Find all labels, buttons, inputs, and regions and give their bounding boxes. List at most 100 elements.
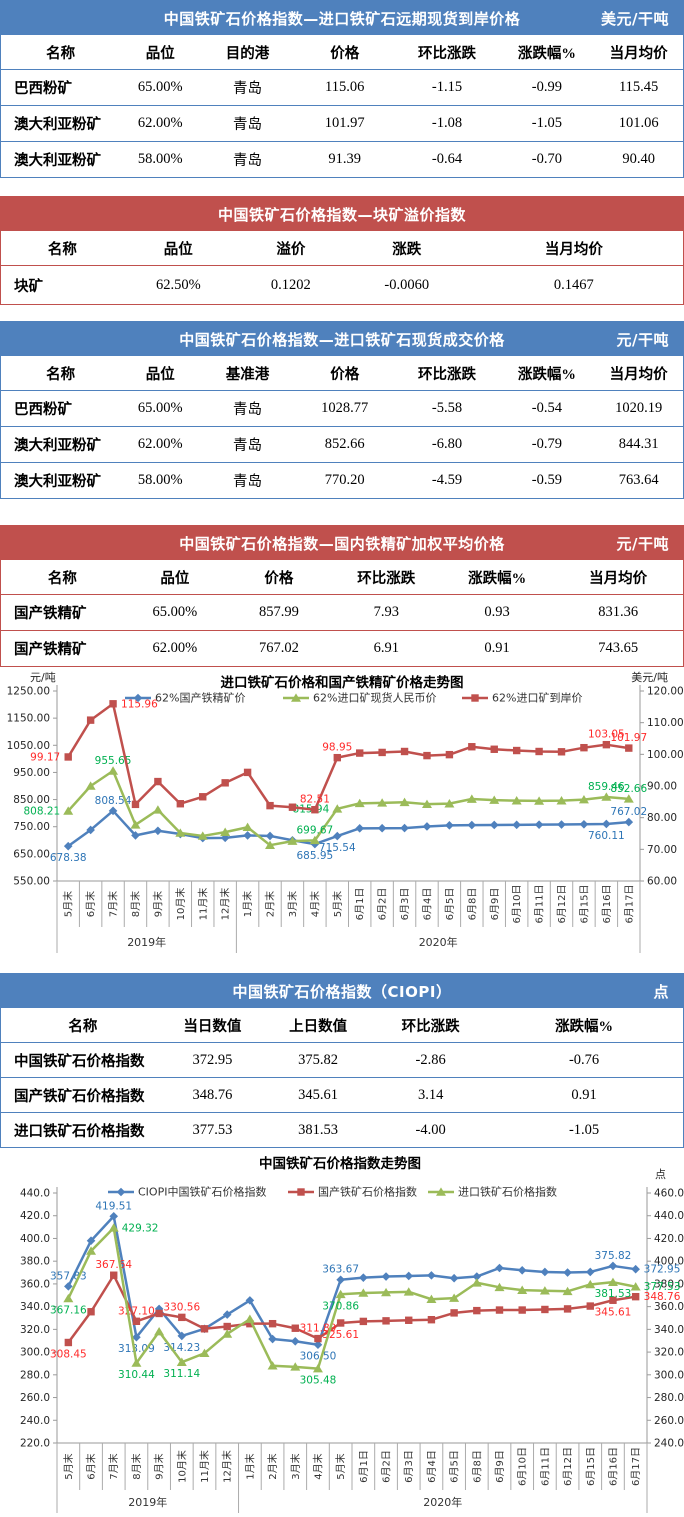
table-cell: 青岛 bbox=[233, 117, 263, 133]
triangle-marker bbox=[517, 1285, 528, 1294]
category-label: 6月11日 bbox=[539, 1447, 551, 1486]
triangle-marker bbox=[403, 1287, 414, 1296]
diamond-marker bbox=[355, 824, 365, 833]
square-marker bbox=[450, 1309, 458, 1317]
svg-text:80.00: 80.00 bbox=[647, 812, 677, 824]
data-label: 678.38 bbox=[50, 852, 87, 864]
data-label: 370.86 bbox=[322, 1300, 359, 1312]
table-cell: 58.00% bbox=[137, 151, 183, 167]
category-label: 6月2日 bbox=[377, 888, 389, 921]
category-label: 2月末 bbox=[264, 891, 277, 917]
square-marker bbox=[473, 1306, 481, 1315]
table-cell: 91.39 bbox=[328, 151, 362, 167]
category-label: 6月9日 bbox=[489, 888, 501, 921]
square-marker bbox=[405, 1316, 413, 1324]
triangle-marker bbox=[265, 840, 276, 849]
square-marker bbox=[423, 751, 431, 760]
svg-text:320.0: 320.0 bbox=[20, 1324, 50, 1336]
svg-text:950.00: 950.00 bbox=[13, 767, 50, 779]
square-marker bbox=[266, 801, 274, 810]
category-label: 6月17日 bbox=[630, 1447, 642, 1486]
svg-text:美元/吨: 美元/吨 bbox=[631, 671, 668, 684]
svg-text:120.00: 120.00 bbox=[647, 686, 684, 698]
triangle-marker bbox=[242, 822, 253, 832]
diamond-marker bbox=[445, 821, 454, 830]
category-label: 6月8日 bbox=[471, 1450, 483, 1483]
table-cell: 0.93 bbox=[484, 604, 510, 620]
legend-label: 国产铁矿石价格指数 bbox=[318, 1185, 417, 1199]
svg-text:280.0: 280.0 bbox=[654, 1392, 684, 1404]
square-marker bbox=[359, 1317, 368, 1326]
row-name-cell: 块矿 bbox=[14, 278, 43, 295]
header-cell: 当月均价 bbox=[609, 366, 668, 383]
category-axis: 5月末 6月末 7月末 8月末 9月末 10月末 11月末 12月末 1月末 2月末 3月末 4月末 5… bbox=[56, 1443, 648, 1513]
category-label: 6月4日 bbox=[426, 1450, 438, 1483]
square-marker bbox=[580, 743, 588, 752]
category-label: 6月5日 bbox=[449, 1450, 461, 1483]
triangle-marker bbox=[287, 836, 298, 845]
triangle-marker bbox=[578, 794, 589, 804]
header-cell: 品位 bbox=[145, 366, 175, 383]
diamond-marker bbox=[381, 1272, 391, 1281]
table-row: 块矿 62.50% 0.1202 -0.0060 0.1467 bbox=[1, 265, 683, 304]
category-label: 8月末 bbox=[130, 1453, 143, 1479]
triangle-marker bbox=[197, 831, 208, 840]
triangle-marker bbox=[85, 781, 96, 790]
data-label: 375.82 bbox=[595, 1250, 632, 1262]
row-name-cell: 巴西粉矿 bbox=[14, 81, 72, 97]
diamond-marker bbox=[222, 1310, 232, 1319]
diamond-marker bbox=[332, 831, 342, 841]
square-marker bbox=[445, 750, 454, 759]
triangle-marker bbox=[377, 798, 388, 807]
svg-text:1050.00: 1050.00 bbox=[7, 740, 50, 752]
table-import-ore-spot-transaction-prices: 中国铁矿石价格指数—进口铁矿石现货成交价格 元/干吨 名称 品位 基准港 价格 环比涨跌 涨跌… bbox=[0, 321, 684, 499]
legend-label: 62%国产铁精矿价 bbox=[155, 691, 245, 705]
square-marker bbox=[64, 1338, 73, 1347]
legend: CIOPI中国铁矿石价格指数 国产铁矿石价格指数 进口铁矿石价格指数 bbox=[108, 1185, 557, 1199]
table-cell: 青岛 bbox=[233, 153, 263, 169]
category-label: 6月2日 bbox=[381, 1450, 393, 1483]
header-cell: 溢价 bbox=[276, 241, 306, 258]
category-label: 6月3日 bbox=[403, 1450, 415, 1483]
triangle-marker bbox=[108, 766, 119, 775]
data-label: 715.54 bbox=[319, 842, 356, 854]
table-cell: 3.14 bbox=[417, 1086, 444, 1103]
series-triangle: 367.16 429.32 310.44 311.14 305.48 370.86 381.… bbox=[50, 1222, 680, 1386]
table-cell: 58.00% bbox=[137, 472, 183, 488]
category-label: 1月末 bbox=[241, 891, 254, 917]
data-label: 308.45 bbox=[50, 1348, 87, 1360]
category-label: 1月末 bbox=[243, 1453, 256, 1479]
diamond-marker bbox=[86, 1236, 96, 1246]
table-cell: 844.31 bbox=[618, 436, 659, 452]
table-cell: 青岛 bbox=[233, 402, 263, 418]
table-cell: -0.0060 bbox=[384, 276, 430, 293]
data-label: 419.51 bbox=[95, 1200, 132, 1212]
series-line bbox=[67, 1273, 636, 1344]
header-cell: 涨跌幅% bbox=[468, 570, 527, 587]
svg-text:240.0: 240.0 bbox=[654, 1438, 684, 1450]
diamond-marker bbox=[517, 1265, 527, 1275]
data-label: 311.89 bbox=[300, 1323, 337, 1335]
square-marker bbox=[243, 768, 252, 777]
square-marker bbox=[178, 1313, 186, 1322]
triangle-marker bbox=[601, 792, 612, 801]
diamond-marker bbox=[579, 819, 589, 829]
svg-text:70.00: 70.00 bbox=[647, 844, 677, 856]
series-line bbox=[67, 809, 629, 848]
triangle-marker bbox=[244, 1314, 255, 1323]
triangle-marker bbox=[444, 799, 455, 808]
table-unit-label: 点 bbox=[653, 982, 669, 1001]
square-marker bbox=[64, 753, 72, 761]
triangle-marker bbox=[489, 795, 500, 804]
row-name-cell: 国产铁矿石价格指数 bbox=[14, 1088, 145, 1105]
category-label: 6月9日 bbox=[494, 1450, 506, 1483]
data-label: 381.53 bbox=[595, 1288, 632, 1300]
series-line bbox=[67, 1215, 636, 1346]
diamond-marker bbox=[131, 831, 140, 840]
table-cell: 65.00% bbox=[137, 400, 183, 416]
diamond-marker bbox=[540, 1267, 550, 1277]
year-group-label: 2020年 bbox=[423, 1495, 462, 1509]
diamond-marker bbox=[602, 819, 611, 829]
category-label: 6月15日 bbox=[585, 1447, 597, 1486]
